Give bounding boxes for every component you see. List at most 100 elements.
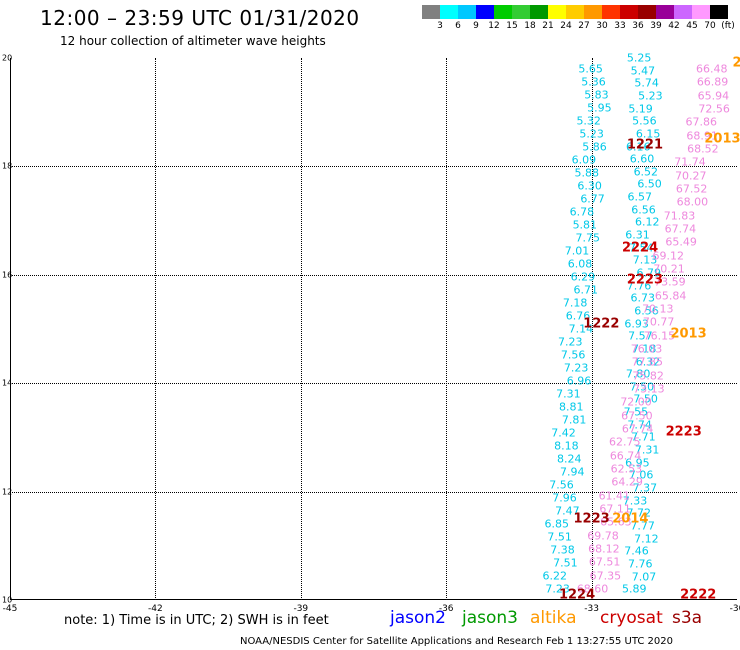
pass-time-label: 2222 [680, 587, 717, 603]
wave-height-label: 75.82 [632, 369, 664, 383]
color-swatch [512, 5, 530, 19]
wave-height-label: 7.23 [558, 335, 583, 349]
color-legend-label: 12 [488, 21, 500, 31]
wave-height-label: 65.84 [654, 289, 687, 303]
wave-height-label: 7.94 [559, 465, 585, 479]
wave-height-label: 7.76 [626, 279, 652, 293]
wave-height-label: 6.79 [636, 266, 662, 280]
color-swatch [602, 5, 620, 19]
wave-height-label: 67.51 [588, 555, 621, 569]
color-swatch [584, 5, 602, 19]
color-swatch [440, 5, 458, 19]
latitude-tick-label: 12 [2, 487, 13, 497]
color-swatch [620, 5, 638, 19]
wave-height-label: 8.81 [558, 400, 584, 414]
color-legend-label: 70 [704, 21, 716, 31]
footnote: note: 1) Time is in UTC; 2) SWH is in fe… [64, 613, 329, 628]
wave-height-label: 5.95 [587, 101, 612, 115]
grid-line-horizontal [10, 491, 737, 493]
wave-height-label: 68.12 [588, 542, 620, 556]
wave-height-label: 7.14 [568, 322, 594, 336]
wave-height-label: 6.93 [624, 317, 649, 331]
wave-height-label: 6.77 [580, 192, 605, 206]
wave-height-label: 6.15 [635, 127, 661, 141]
wave-height-label: 6.12 [635, 215, 660, 229]
color-legend-label: 21 [542, 21, 554, 31]
wave-height-label: 71.74 [674, 155, 706, 169]
wave-height-label: 6.52 [633, 165, 659, 179]
wave-height-label: 65.94 [697, 89, 730, 103]
wave-height-label: 6.29 [570, 270, 596, 284]
wave-height-label: 6.73 [630, 291, 655, 305]
wave-height-label: 7.75 [575, 231, 600, 245]
wave-height-label: 5.81 [572, 218, 598, 232]
color-legend-label: 36 [632, 21, 644, 31]
wave-height-label: 6.95 [625, 456, 650, 470]
wave-height-label: 6.76 [565, 309, 591, 323]
map-subtitle: 12 hour collection of altimeter wave hei… [60, 34, 326, 48]
latitude-tick-label: 10 [2, 595, 13, 605]
wave-height-label: 7.96 [552, 491, 577, 505]
wave-height-label: 5.23 [579, 127, 604, 141]
wave-height-label: 6.08 [567, 257, 593, 271]
wave-height-label: 7.74 [627, 418, 652, 432]
pass-time-label: 1223 [573, 511, 610, 527]
satellite-legend-item: jason2 [390, 608, 446, 628]
wave-height-label: 67.35 [589, 569, 622, 583]
wave-height-label: 68.60 [576, 582, 609, 596]
wave-height-label: 72.00 [620, 395, 652, 409]
pass-time-label: 1224 [558, 587, 596, 603]
satellite-legend-item: jason3 [462, 608, 518, 628]
wave-height-label: 6.57 [627, 190, 653, 204]
longitude-tick-label: -30 [729, 604, 740, 614]
grid-line-vertical [591, 58, 593, 600]
wave-height-label: 5.89 [622, 582, 647, 596]
color-legend-label: 15 [506, 21, 518, 31]
wave-height-label: 7.80 [625, 367, 651, 381]
wave-height-label: 6.56 [631, 203, 656, 217]
wave-height-label: 7.38 [550, 543, 575, 557]
wave-height-label: 7.06 [628, 468, 654, 482]
pass-time-label: 2014 [612, 511, 649, 527]
wave-height-label: 7.71 [631, 430, 656, 444]
map-plot-area[interactable]: 5.65 5.36 5.83 5.95 5.32 5.23 5.86 6.09 5.88 6.30… [10, 52, 740, 603]
wave-height-label: 6.60 [629, 152, 655, 166]
wave-height-label: 5.88 [574, 166, 600, 180]
wave-height-label: 7.01 [564, 244, 590, 258]
wave-height-label: 5.47 [630, 64, 656, 78]
wave-height-label: 7.12 [634, 532, 659, 546]
color-legend-label: 27 [578, 21, 590, 31]
color-legend-label: 42 [668, 21, 680, 31]
wave-height-label: 67.86 [685, 115, 718, 129]
wave-height-label: 6.30 [577, 179, 602, 193]
wave-height-label: 7.13 [632, 253, 658, 267]
wave-height-label: 7.57 [628, 329, 653, 343]
wave-height-label: 7.46 [624, 544, 649, 558]
color-legend-label: 9 [473, 21, 479, 31]
color-legend-label: 6 [455, 21, 461, 31]
wave-height-label: 5.19 [628, 102, 653, 116]
wave-height-label: 7.07 [631, 570, 657, 583]
latitude-tick-label: 16 [2, 270, 13, 280]
wave-height-label: 7.23 [563, 361, 589, 375]
wave-height-label: 6.31 [625, 228, 650, 242]
wave-height-label: 5.23 [638, 89, 663, 103]
wave-height-label: 73.59 [654, 275, 686, 289]
color-swatch [710, 5, 728, 19]
wave-height-label: 62.75 [609, 435, 641, 449]
pass-time-label: 1221 [626, 137, 663, 153]
wave-height-label: 7.56 [549, 478, 574, 492]
wave-height-label: 7.51 [553, 556, 578, 570]
wave-height-label: 7.31 [556, 387, 581, 401]
wave-height-label: 7.47 [555, 504, 580, 518]
satellite-legend-item: altika [530, 608, 577, 628]
wave-height-label: 70.77 [642, 315, 675, 329]
wave-height-label: 7.56 [560, 348, 586, 362]
wave-height-label: 7.50 [633, 392, 658, 406]
pass-time-label: 2013 [704, 131, 740, 147]
wave-height-label: 68.52 [687, 142, 719, 156]
wave-height-label: 70.13 [642, 302, 674, 316]
color-swatch [548, 5, 566, 19]
wave-height-label: 67.52 [675, 182, 708, 196]
grid-line-horizontal [10, 383, 737, 385]
